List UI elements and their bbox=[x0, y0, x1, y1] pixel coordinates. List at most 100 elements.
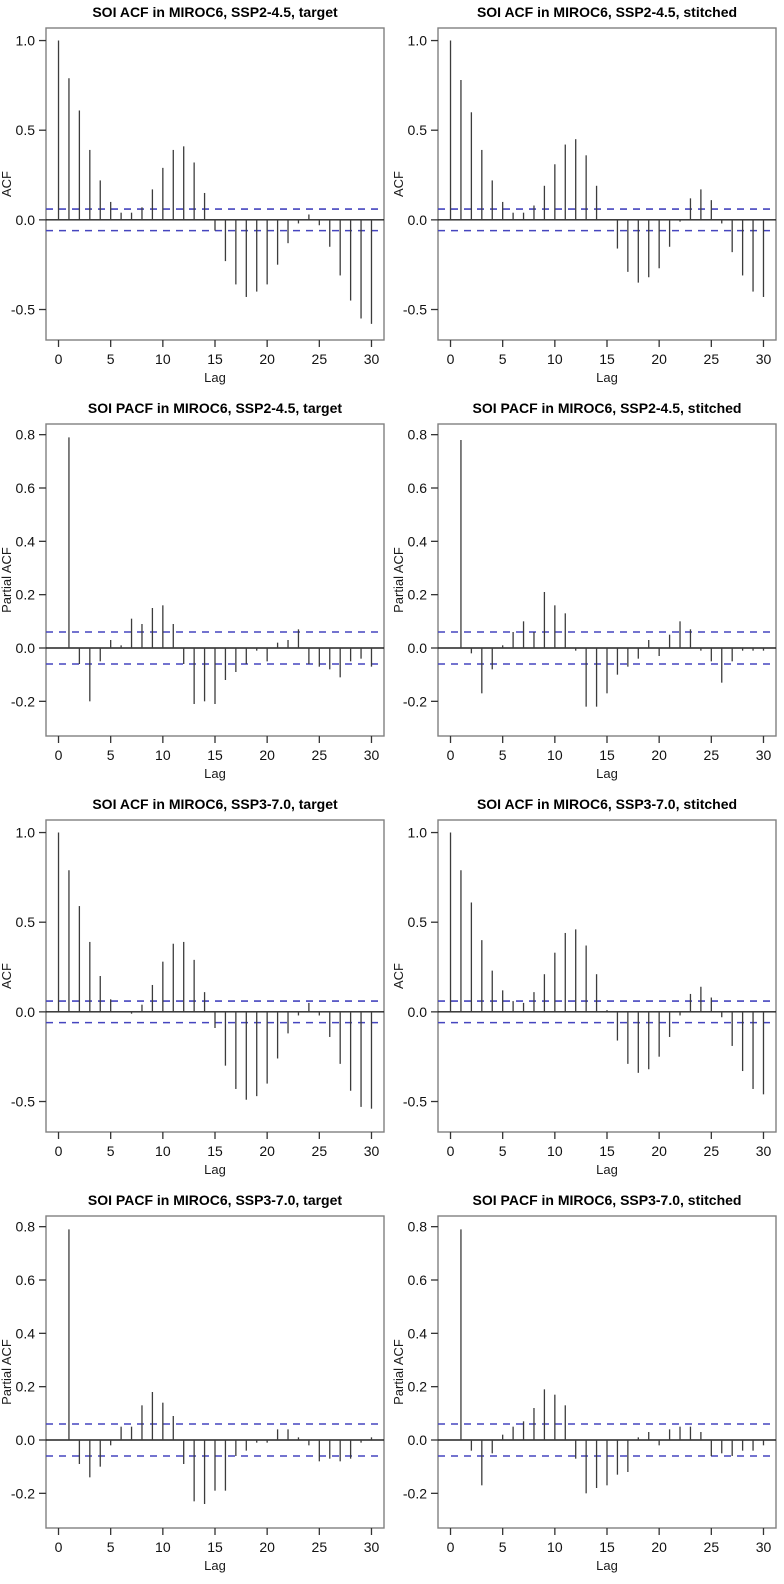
pacf-plot-area: -0.2 0.0 0.2 0.4 0.6 0.8 0 5 10 15 20 25 30 bbox=[403, 423, 777, 763]
x-tick-label: 25 bbox=[704, 1143, 720, 1159]
y-tick-label: 0.8 bbox=[408, 427, 428, 443]
y-tick-label: -0.2 bbox=[403, 1485, 427, 1501]
x-tick-label: 20 bbox=[259, 351, 275, 367]
y-tick-label: 0.4 bbox=[16, 1325, 36, 1341]
x-tick-label: 30 bbox=[364, 1539, 380, 1555]
x-tick-label: 25 bbox=[704, 351, 720, 367]
pacf-plot-area: -0.2 0.0 0.2 0.4 0.6 0.8 0 5 10 15 20 25 30 bbox=[11, 1215, 385, 1555]
x-tick-label: 0 bbox=[55, 1143, 63, 1159]
x-tick-label: 30 bbox=[756, 1539, 772, 1555]
x-tick-label: 20 bbox=[259, 747, 275, 763]
x-tick-label: 10 bbox=[547, 1539, 563, 1555]
panel-title: SOI PACF in MIROC6, SSP2-4.5, stitched bbox=[473, 400, 742, 416]
x-tick-label: 5 bbox=[499, 747, 507, 763]
acf-bars bbox=[57, 832, 373, 1109]
acf-plot-area: -0.5 0.0 0.5 1.0 0 5 10 15 20 25 30 bbox=[403, 27, 777, 367]
x-tick-label: 30 bbox=[364, 351, 380, 367]
x-tick-label: 5 bbox=[499, 1539, 507, 1555]
y-tick-label: 0.0 bbox=[16, 212, 36, 228]
x-tick-label: 25 bbox=[312, 351, 328, 367]
x-tick-label: 20 bbox=[259, 1143, 275, 1159]
x-axis-label: Lag bbox=[596, 370, 618, 385]
plot-border bbox=[45, 819, 385, 1133]
plot-border bbox=[437, 27, 777, 341]
panel-pacf-ssp370-stitched: SOI PACF in MIROC6, SSP3-7.0, stitched P… bbox=[392, 1192, 777, 1573]
x-tick-label: 15 bbox=[207, 747, 223, 763]
y-tick-label: 0.8 bbox=[408, 1219, 428, 1235]
panel-title: SOI ACF in MIROC6, SSP3-7.0, target bbox=[92, 796, 338, 812]
x-tick-label: 30 bbox=[756, 351, 772, 367]
panel-acf-ssp370-target: SOI ACF in MIROC6, SSP3-7.0, target ACF … bbox=[0, 796, 385, 1177]
x-tick-label: 0 bbox=[447, 747, 455, 763]
y-tick-label: 0.2 bbox=[16, 1379, 36, 1395]
x-axis-label: Lag bbox=[596, 1162, 618, 1177]
panel-pacf-ssp370-target: SOI PACF in MIROC6, SSP3-7.0, target Par… bbox=[0, 1192, 385, 1573]
acf-bars bbox=[57, 40, 373, 324]
y-tick-label: -0.5 bbox=[11, 302, 35, 318]
x-axis-label: Lag bbox=[204, 1558, 226, 1573]
x-tick-label: 30 bbox=[364, 1143, 380, 1159]
y-tick-label: 0.6 bbox=[16, 480, 36, 496]
x-tick-label: 10 bbox=[547, 351, 563, 367]
acf-bars bbox=[449, 832, 765, 1095]
pacf-bars bbox=[460, 440, 765, 707]
y-tick-label: 0.5 bbox=[408, 122, 428, 138]
panel-title: SOI ACF in MIROC6, SSP3-7.0, stitched bbox=[477, 796, 737, 812]
panel-title: SOI ACF in MIROC6, SSP2-4.5, target bbox=[92, 4, 338, 20]
x-tick-label: 15 bbox=[207, 351, 223, 367]
x-tick-label: 25 bbox=[312, 747, 328, 763]
panel-pacf-ssp245-stitched: SOI PACF in MIROC6, SSP2-4.5, stitched P… bbox=[392, 400, 777, 781]
x-tick-label: 30 bbox=[364, 747, 380, 763]
y-axis-label: ACF bbox=[392, 171, 406, 197]
x-tick-label: 25 bbox=[704, 1539, 720, 1555]
x-tick-label: 10 bbox=[547, 1143, 563, 1159]
y-tick-label: -0.5 bbox=[403, 1094, 427, 1110]
x-tick-label: 5 bbox=[107, 351, 115, 367]
x-axis-label: Lag bbox=[596, 1558, 618, 1573]
x-tick-label: 30 bbox=[756, 1143, 772, 1159]
y-tick-label: -0.2 bbox=[11, 693, 35, 709]
x-axis-label: Lag bbox=[204, 370, 226, 385]
y-tick-label: 0.2 bbox=[408, 587, 428, 603]
y-tick-label: 1.0 bbox=[408, 825, 428, 841]
x-tick-label: 25 bbox=[704, 747, 720, 763]
y-tick-label: 0.8 bbox=[16, 1219, 36, 1235]
y-tick-label: 0.2 bbox=[16, 587, 36, 603]
x-tick-label: 5 bbox=[107, 1143, 115, 1159]
x-tick-label: 25 bbox=[312, 1143, 328, 1159]
y-tick-label: 0.2 bbox=[408, 1379, 428, 1395]
acf-plot-area: -0.5 0.0 0.5 1.0 0 5 10 15 20 25 30 bbox=[11, 27, 385, 367]
x-tick-label: 10 bbox=[155, 747, 171, 763]
pacf-bars bbox=[68, 437, 373, 704]
y-axis-label: Partial ACF bbox=[0, 547, 14, 613]
panel-pacf-ssp245-target: SOI PACF in MIROC6, SSP2-4.5, target Par… bbox=[0, 400, 385, 781]
y-tick-label: 0.4 bbox=[16, 533, 36, 549]
y-tick-label: 0.5 bbox=[408, 914, 428, 930]
x-tick-label: 5 bbox=[499, 1143, 507, 1159]
y-tick-label: 1.0 bbox=[408, 33, 428, 49]
y-axis-label: ACF bbox=[392, 963, 406, 989]
y-tick-label: 1.0 bbox=[16, 33, 36, 49]
x-tick-label: 30 bbox=[756, 747, 772, 763]
y-tick-label: 0.5 bbox=[16, 122, 36, 138]
y-tick-label: 0.0 bbox=[16, 1004, 36, 1020]
pacf-bars bbox=[460, 1229, 765, 1494]
panel-acf-ssp245-target: SOI ACF in MIROC6, SSP2-4.5, target ACF … bbox=[0, 4, 385, 385]
x-tick-label: 10 bbox=[547, 747, 563, 763]
panel-title: SOI PACF in MIROC6, SSP3-7.0, target bbox=[88, 1192, 342, 1208]
y-tick-label: -0.5 bbox=[11, 1094, 35, 1110]
plot-border bbox=[437, 819, 777, 1133]
pacf-plot-area: -0.2 0.0 0.2 0.4 0.6 0.8 0 5 10 15 20 25 30 bbox=[403, 1215, 777, 1555]
x-tick-label: 0 bbox=[55, 351, 63, 367]
pacf-plot-area: -0.2 0.0 0.2 0.4 0.6 0.8 0 5 10 15 20 25 30 bbox=[11, 423, 385, 763]
y-tick-label: 0.0 bbox=[16, 1432, 36, 1448]
acf-plot-area: -0.5 0.0 0.5 1.0 0 5 10 15 20 25 30 bbox=[11, 819, 385, 1159]
x-tick-label: 15 bbox=[599, 1143, 615, 1159]
y-tick-label: -0.5 bbox=[403, 302, 427, 318]
x-tick-label: 20 bbox=[651, 351, 667, 367]
y-tick-label: 0.4 bbox=[408, 1325, 428, 1341]
y-tick-label: 0.8 bbox=[16, 427, 36, 443]
x-tick-label: 20 bbox=[651, 1143, 667, 1159]
x-tick-label: 5 bbox=[107, 747, 115, 763]
